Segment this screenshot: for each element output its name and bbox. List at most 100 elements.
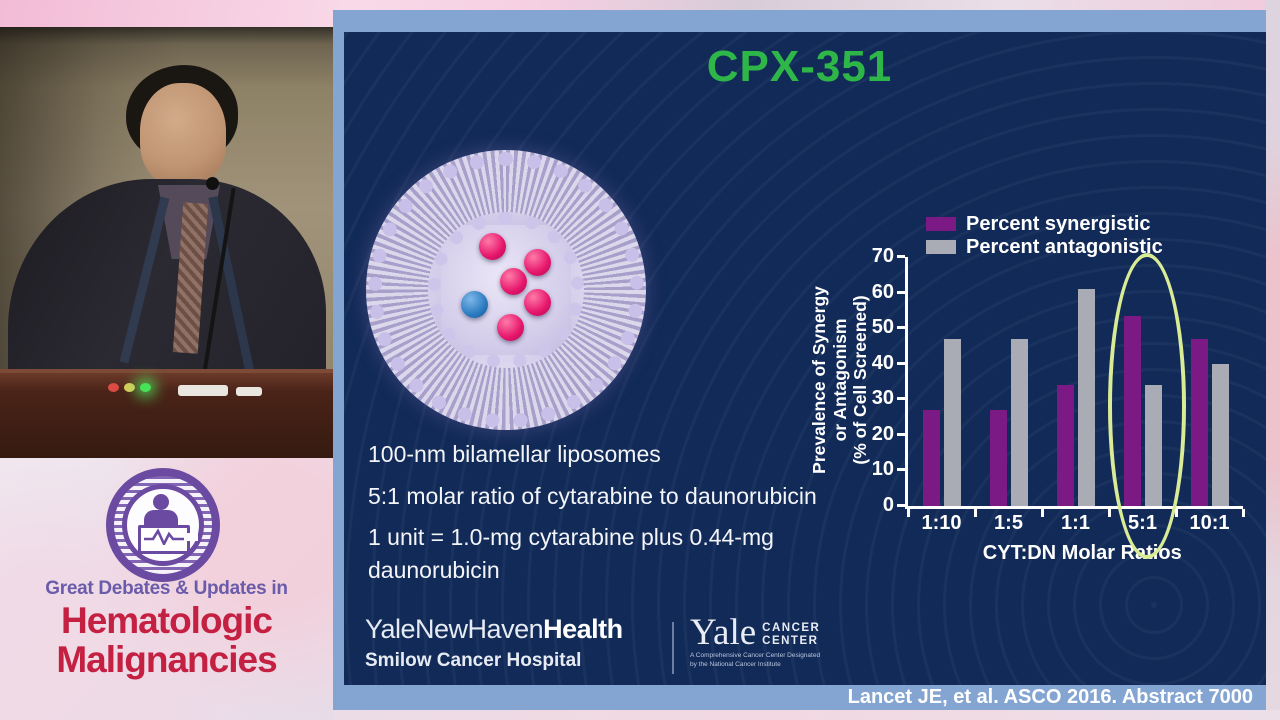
cancer-center-text: CANCER CENTER bbox=[762, 622, 820, 647]
cytarabine-sphere-icon bbox=[500, 268, 527, 295]
y-axis-label: Prevalence of Synergy or Antagonism (% o… bbox=[809, 230, 871, 530]
bar-chart-plot: Prevalence of Synergy or Antagonism (% o… bbox=[809, 214, 1245, 564]
y-tick-label: 10 bbox=[871, 458, 894, 481]
speaker-video bbox=[0, 27, 333, 458]
y-axis-tick bbox=[897, 326, 905, 330]
yale-new-haven-health-logo: YaleNewHavenHealth Smilow Cancer Hospita… bbox=[365, 614, 623, 672]
x-tick-label: 10:1 bbox=[1189, 512, 1230, 534]
y-axis-tick bbox=[897, 255, 905, 258]
y-tick-label: 40 bbox=[871, 351, 894, 374]
designation-line: A Comprehensive Cancer Center Designated bbox=[690, 652, 821, 660]
bar-group-5:1 bbox=[1109, 257, 1176, 506]
x-tick-label: 1:5 bbox=[994, 512, 1023, 534]
podium-edge bbox=[0, 369, 333, 375]
cytarabine-sphere-icon bbox=[479, 233, 506, 260]
ynhh-regular-text: YaleNewHaven bbox=[365, 614, 544, 644]
slide-title: CPX-351 bbox=[706, 42, 893, 91]
y-axis-label-line: or Antagonism bbox=[829, 318, 850, 442]
bar-group-10:1 bbox=[1176, 257, 1243, 506]
legend-swatch bbox=[926, 217, 956, 231]
bar-group-1:5 bbox=[975, 257, 1042, 506]
podium bbox=[0, 373, 333, 458]
y-tick-label: 20 bbox=[871, 422, 894, 445]
x-tick-label: 5:1 bbox=[1128, 512, 1157, 534]
cytarabine-sphere-icon bbox=[497, 314, 524, 341]
y-tick-label: 0 bbox=[882, 494, 894, 516]
legend-row: Percent synergistic bbox=[926, 214, 1163, 234]
logo-podium bbox=[138, 525, 190, 554]
chart-bars bbox=[908, 257, 1243, 506]
legend-row: Percent antagonistic bbox=[926, 237, 1163, 257]
liposome-illustration bbox=[366, 150, 646, 430]
bar-group-1:1 bbox=[1042, 257, 1109, 506]
citation-text: Lancet JE, et al. ASCO 2016. Abstract 70… bbox=[847, 686, 1253, 708]
ecg-line-icon bbox=[144, 528, 184, 548]
logo-ecg-baseline bbox=[184, 533, 198, 541]
bar-percent-antagonistic bbox=[1010, 338, 1028, 506]
x-axis-label: CYT:DN Molar Ratios bbox=[982, 542, 1182, 564]
nci-designation-text: A Comprehensive Cancer Center Designated… bbox=[690, 652, 820, 669]
conference-logo: Great Debates & Updates in Hematologic M… bbox=[0, 458, 333, 720]
y-axis-tick bbox=[897, 397, 905, 401]
x-axis-tick bbox=[974, 509, 977, 517]
y-axis-label-line: (% of Cell Screened) bbox=[850, 295, 871, 465]
y-tick-label: 70 bbox=[871, 245, 894, 267]
slide-left-bar bbox=[333, 10, 344, 710]
page-background-right bbox=[1266, 0, 1280, 720]
bar-percent-synergistic bbox=[989, 409, 1007, 506]
bar-percent-antagonistic bbox=[1144, 385, 1162, 506]
presentation-slide: CPX-351 100-nm bilamellar liposomes 5:1 … bbox=[333, 10, 1266, 710]
cytarabine-sphere-icon bbox=[524, 289, 551, 316]
bar-percent-antagonistic bbox=[1211, 363, 1229, 506]
center-line: CENTER bbox=[762, 634, 819, 647]
x-tick-label: 1:1 bbox=[1061, 512, 1090, 534]
ynhh-bold-text: Health bbox=[543, 614, 623, 644]
cancer-line: CANCER bbox=[762, 622, 821, 634]
yale-cancer-center-logo: Yale CANCER CENTER A Comprehensive Cance… bbox=[690, 614, 820, 669]
footer-divider bbox=[672, 622, 674, 674]
bullet-liposomes: 100-nm bilamellar liposomes bbox=[368, 441, 661, 467]
slide-bottom-bar: Lancet JE, et al. ASCO 2016. Abstract 70… bbox=[333, 685, 1266, 710]
logo-person-head bbox=[153, 494, 169, 510]
smilow-cancer-hospital-text: Smilow Cancer Hospital bbox=[365, 650, 582, 671]
legend-label: Percent antagonistic bbox=[966, 236, 1163, 258]
logo-inner-circle bbox=[122, 484, 204, 566]
speaker-face bbox=[140, 83, 226, 187]
bullet-unit-definition: 1 unit = 1.0-mg cytarabine plus 0.44-mg … bbox=[368, 524, 774, 583]
bar-group-1:10 bbox=[908, 257, 975, 506]
podium-papers bbox=[178, 385, 228, 396]
y-axis-tick bbox=[897, 504, 905, 507]
y-tick-label: 60 bbox=[871, 280, 894, 303]
slide-body-text: 100-nm bilamellar liposomes 5:1 molar ra… bbox=[368, 438, 820, 596]
daunorubicin-sphere-icon bbox=[461, 291, 488, 318]
y-axis-label-line: Prevalence of Synergy bbox=[809, 286, 830, 474]
x-axis-tick bbox=[1041, 509, 1044, 517]
x-axis-tick bbox=[1108, 509, 1111, 517]
podium-papers bbox=[236, 387, 262, 396]
x-tick-labels: 1:10 1:5 1:1 5:1 10:1 bbox=[908, 512, 1243, 535]
designation-line: by the National Cancer Institute bbox=[690, 660, 781, 668]
slide-top-bar bbox=[333, 10, 1266, 32]
x-axis-tick bbox=[907, 509, 910, 517]
bar-percent-antagonistic bbox=[1077, 289, 1095, 506]
page-background-bottom-strip bbox=[333, 710, 1280, 720]
bar-percent-synergistic bbox=[922, 409, 940, 506]
bar-percent-antagonistic bbox=[943, 338, 961, 506]
bullet-molar-ratio: 5:1 molar ratio of cytarabine to daunoru… bbox=[368, 482, 817, 509]
y-tick-label: 50 bbox=[871, 316, 894, 339]
y-tick-label: 30 bbox=[871, 387, 894, 410]
speaker-at-podium-icon bbox=[106, 468, 220, 582]
conference-name-prefix: Great Debates & Updates in bbox=[45, 578, 288, 599]
x-axis-tick bbox=[1175, 509, 1178, 517]
conference-name-word1: Hematologic bbox=[60, 600, 273, 641]
chart-legend: Percent synergistic Percent antagonistic bbox=[926, 214, 1163, 260]
x-tick-label: 1:10 bbox=[921, 512, 962, 534]
x-axis-tick bbox=[1242, 509, 1245, 517]
bar-percent-synergistic bbox=[1190, 338, 1208, 506]
legend-label: Percent synergistic bbox=[966, 213, 1151, 235]
bar-percent-synergistic bbox=[1123, 315, 1141, 506]
y-axis-tick bbox=[897, 432, 905, 436]
podium-red-light bbox=[108, 383, 119, 392]
ynhh-wordmark: YaleNewHavenHealth bbox=[365, 614, 623, 645]
bar-percent-synergistic bbox=[1056, 385, 1074, 506]
